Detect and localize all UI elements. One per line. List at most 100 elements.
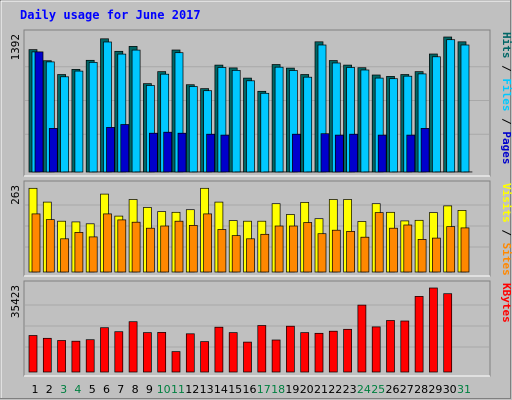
bar-sites-18	[274, 225, 284, 273]
bar-pages-14	[220, 134, 230, 173]
x-tick-22: 22	[328, 383, 342, 396]
legend-text: KBytes	[500, 283, 512, 323]
bar-kbytes-23	[343, 328, 352, 373]
bar-kbytes-15	[228, 332, 238, 373]
bar-pages-6	[106, 127, 115, 173]
bar-sites-10	[160, 225, 170, 273]
bar-sites-26	[389, 227, 398, 273]
bar-kbytes-3	[57, 340, 66, 373]
bar-kbytes-28	[414, 296, 424, 373]
bar-kbytes-14	[214, 326, 224, 373]
x-tick-4: 4	[74, 383, 81, 396]
bar-kbytes-5	[85, 339, 95, 373]
x-tick-9: 9	[146, 383, 153, 396]
bar-sites-5	[88, 236, 98, 273]
x-tick-7: 7	[117, 383, 124, 396]
bar-kbytes-4	[71, 340, 81, 373]
legend-entry-sites: Sites	[500, 243, 512, 276]
bar-kbytes-2	[42, 337, 52, 373]
bar-kbytes-12	[185, 333, 195, 373]
bar-pages-7	[120, 124, 130, 173]
chart-title: Daily usage for June 2017	[20, 8, 201, 22]
bar-sites-9	[146, 227, 155, 273]
x-tick-30: 30	[443, 383, 457, 396]
x-tick-27: 27	[400, 383, 414, 396]
bar-sites-29	[432, 237, 441, 273]
x-tick-16: 16	[243, 383, 257, 396]
bar-kbytes-8	[128, 321, 138, 373]
x-tick-3: 3	[60, 383, 67, 396]
bar-sites-14	[217, 229, 227, 273]
x-tick-28: 28	[414, 383, 428, 396]
bar-sites-22	[331, 229, 341, 273]
bar-sites-25	[374, 212, 384, 273]
x-tick-11: 11	[171, 383, 185, 396]
bar-pages-19	[292, 133, 301, 173]
bar-files-8	[131, 49, 141, 173]
x-tick-5: 5	[89, 383, 96, 396]
x-tick-24: 24	[357, 383, 371, 396]
bar-files-26	[389, 78, 398, 173]
bar-pages-22	[334, 134, 344, 173]
legend-entry-files: Files	[500, 78, 512, 111]
bar-files-31	[460, 44, 470, 173]
bar-sites-30	[446, 226, 456, 273]
bar-sites-21	[317, 233, 327, 273]
bar-kbytes-24	[357, 304, 367, 373]
bar-pages-28	[420, 128, 430, 173]
legend-separator: /	[500, 112, 512, 132]
bar-files-5	[88, 62, 98, 173]
x-tick-13: 13	[200, 383, 214, 396]
legend-entry-visits: Visits	[500, 183, 512, 223]
bar-sites-19	[289, 225, 298, 273]
series-pages	[34, 51, 473, 173]
bar-sites-2	[45, 219, 55, 273]
bar-files-16	[246, 80, 255, 173]
x-tick-18: 18	[271, 383, 285, 396]
bar-sites-20	[303, 222, 313, 273]
bar-sites-27	[403, 224, 413, 273]
legend-visits-sites: Visits / Sites	[500, 183, 512, 276]
x-tick-31: 31	[457, 383, 471, 396]
bar-files-30	[446, 39, 456, 173]
bar-sites-7	[117, 219, 127, 273]
x-tick-15: 15	[228, 383, 242, 396]
bar-kbytes-25	[371, 326, 381, 373]
y-max-label: 35423	[9, 285, 22, 318]
x-tick-17: 17	[257, 383, 271, 396]
bar-sites-4	[74, 232, 84, 273]
series-kbytes	[28, 287, 453, 373]
bar-sites-12	[188, 225, 198, 273]
bar-files-4	[74, 70, 84, 173]
bar-pages-11	[177, 132, 187, 173]
bar-kbytes-6	[100, 327, 109, 373]
legend-text: Hits / Files / Pages	[500, 32, 512, 165]
bar-kbytes-22	[328, 330, 338, 373]
x-tick-25: 25	[371, 383, 385, 396]
x-tick-23: 23	[343, 383, 357, 396]
y-max-label: 1392	[9, 34, 22, 61]
chart-panels: 1392 Hits / Files / Pages 263 Visits / Site…	[9, 29, 512, 377]
bar-kbytes-9	[143, 332, 152, 373]
panel-kbytes: 35423 KBytes	[9, 280, 512, 377]
bar-kbytes-16	[243, 341, 252, 373]
bar-kbytes-17	[257, 325, 267, 373]
bar-files-12	[188, 86, 198, 173]
legend-kbytes: KBytes	[500, 283, 512, 323]
legend-entry-hits: Hits	[500, 32, 512, 59]
bar-files-20	[303, 76, 313, 173]
bar-sites-3	[60, 238, 69, 273]
legend-text: Visits / Sites	[500, 183, 512, 276]
bar-pages-10	[163, 131, 173, 173]
bar-pages-1	[34, 51, 44, 173]
legend-hits-files-pages: Hits / Files / Pages	[500, 32, 512, 165]
bar-sites-31	[460, 227, 470, 273]
bar-files-24	[360, 69, 370, 173]
legend-separator: /	[500, 59, 512, 79]
legend-separator: /	[500, 223, 512, 243]
bar-sites-11	[174, 220, 184, 273]
bar-files-15	[231, 70, 241, 173]
bar-kbytes-21	[314, 332, 324, 373]
